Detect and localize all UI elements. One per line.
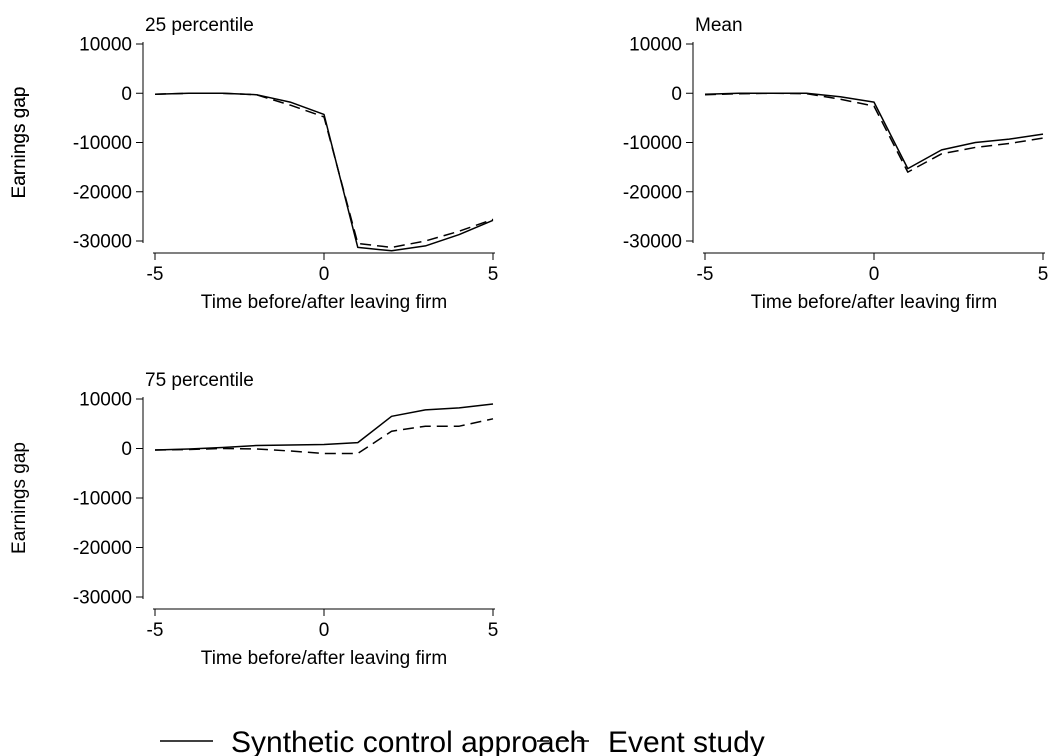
x-axis-label: Time before/after leaving firm (751, 292, 997, 313)
y-tick-label: 0 (121, 84, 132, 105)
x-tick-label: 0 (869, 264, 880, 285)
legend-label-event-study: Event study (608, 726, 765, 756)
y-tick-label: -30000 (623, 232, 682, 253)
legend-label-synthetic-control: Synthetic control approach (231, 726, 586, 756)
y-tick-label: 0 (121, 439, 132, 460)
x-tick-label: 5 (488, 620, 499, 641)
panel-title: Mean (695, 15, 743, 36)
y-tick-label: -30000 (73, 588, 132, 609)
y-axis-label: Earnings gap (9, 442, 30, 554)
y-tick-label: 0 (671, 84, 682, 105)
panel-title: 25 percentile (145, 15, 254, 36)
panel-mean: Mean 10000 0 -10000 -20000 -30000 Earnings gap… (9, 15, 1048, 313)
y-tick-label: -20000 (623, 182, 682, 203)
series-line-synthetic-control (704, 92, 1044, 170)
series-line-event-study (704, 92, 1044, 173)
y-tick-label: 10000 (629, 35, 682, 56)
series-line-event-study (154, 418, 494, 455)
panel-25-percentile: 25 percentile 10000 0 -10000 -20000 -30000 Ear… (9, 15, 498, 313)
panel-title: 75 percentile (145, 370, 254, 391)
series-line-event-study (154, 92, 494, 249)
y-tick-label: -10000 (623, 133, 682, 154)
legend: Synthetic control approach Event study (160, 726, 765, 756)
x-tick-label: -5 (147, 264, 164, 285)
y-tick-label: 10000 (79, 35, 132, 56)
y-tick-label: 10000 (79, 390, 132, 411)
series-line-synthetic-control (154, 403, 494, 451)
x-tick-label: -5 (697, 264, 714, 285)
x-tick-label: 0 (319, 620, 330, 641)
x-tick-label: 5 (488, 264, 499, 285)
x-tick-label: 5 (1038, 264, 1049, 285)
x-tick-label: -5 (147, 620, 164, 641)
y-tick-label: -10000 (73, 133, 132, 154)
x-axis-label: Time before/after leaving firm (201, 292, 447, 313)
y-axis-label: Earnings gap (9, 87, 30, 199)
y-tick-label: -30000 (73, 232, 132, 253)
y-tick-label: -10000 (73, 489, 132, 510)
y-tick-label: -20000 (73, 538, 132, 559)
y-tick-label: -20000 (73, 182, 132, 203)
panel-75-percentile: 75 percentile 10000 0 -10000 -20000 -30000 Ear… (9, 370, 498, 669)
x-axis-label: Time before/after leaving firm (201, 648, 447, 669)
x-tick-label: 0 (319, 264, 330, 285)
y-axis-label: Earnings gap (9, 87, 30, 199)
